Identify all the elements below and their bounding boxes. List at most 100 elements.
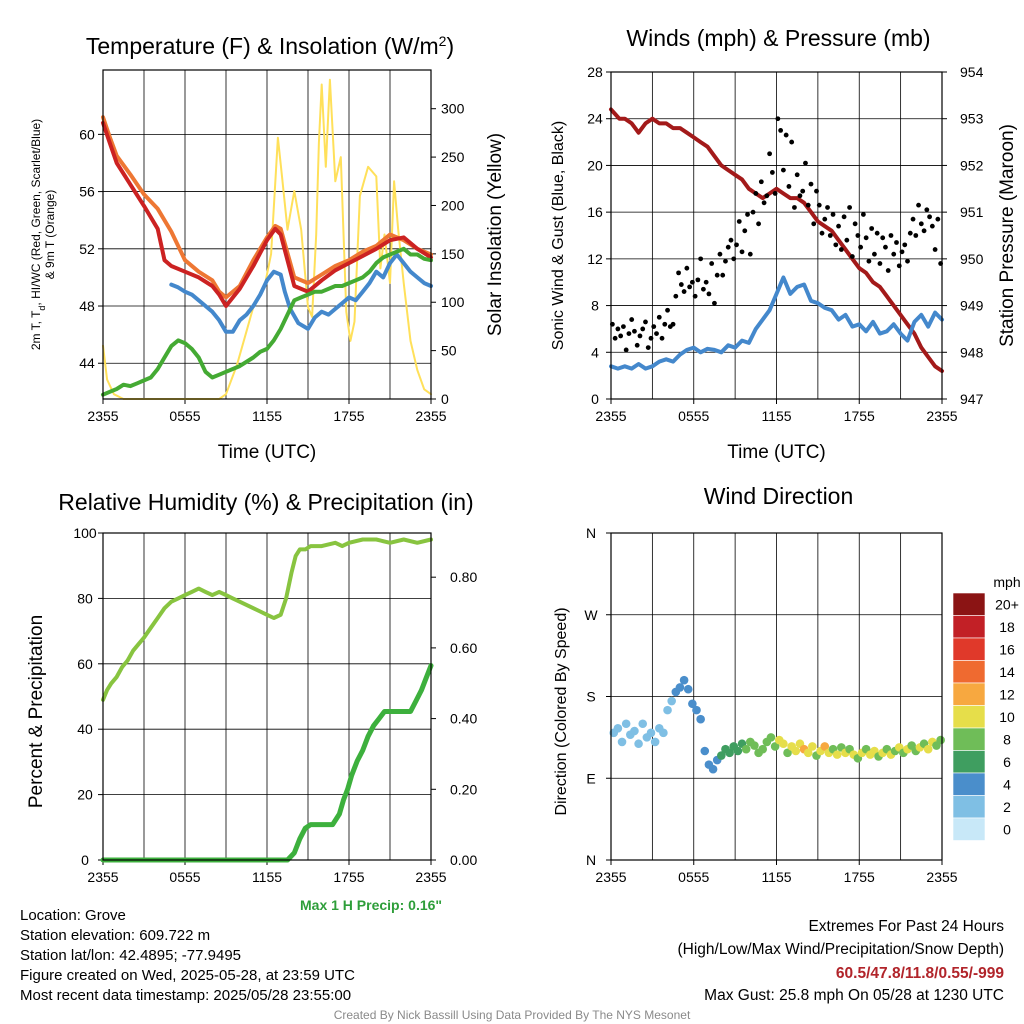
colorbar-swatch	[952, 592, 986, 616]
direction-point	[832, 750, 842, 759]
y-tick-label: S	[586, 689, 595, 705]
y-tick-label: 8	[591, 298, 599, 314]
gust-point	[852, 221, 858, 227]
x-tick-label: 2355	[87, 869, 118, 885]
direction-point	[770, 742, 780, 751]
gust-point	[676, 270, 681, 276]
gust-point	[814, 188, 819, 194]
gust-point	[916, 202, 921, 208]
gust-point	[910, 216, 916, 222]
chart-title: Relative Humidity (%) & Precipitation (i…	[58, 489, 473, 515]
info-latlon: Station lat/lon: 42.4895; -77.9495	[20, 947, 242, 964]
x-tick-label: 2355	[87, 408, 118, 424]
gust-point	[816, 202, 822, 208]
y-tick-label: 28	[587, 64, 603, 80]
gust-point	[618, 333, 624, 339]
gust-point	[880, 235, 886, 241]
gust-point	[632, 328, 637, 334]
colorbar-label: 6	[1003, 754, 1011, 770]
y-tick-label: 16	[587, 204, 603, 220]
series-green_dew	[101, 246, 433, 397]
x-tick-label: 0555	[678, 408, 709, 424]
gust-point	[877, 261, 883, 266]
y2-tick-label: 250	[441, 149, 465, 165]
colorbar-swatch	[952, 817, 986, 841]
gust-point	[629, 317, 635, 322]
y2-tick-label: 0.40	[450, 711, 477, 727]
y-tick-label: W	[584, 607, 598, 623]
gust-point	[764, 193, 770, 199]
gust-point	[689, 279, 695, 285]
direction-points	[609, 675, 945, 774]
gust-point	[783, 132, 789, 138]
y2-tick-label: 0.80	[450, 569, 477, 585]
y2-tick-label: 100	[441, 294, 465, 310]
info-location: Location: Grove	[20, 907, 126, 924]
y2-tick-label: 951	[960, 204, 984, 220]
x-tick-label: 0555	[678, 869, 709, 885]
gust-point	[698, 256, 704, 262]
gust-point	[872, 251, 877, 257]
direction-point	[659, 728, 668, 738]
credit-line: Created By Nick Bassill Using Data Provi…	[333, 1008, 691, 1022]
y2-tick-label: 150	[441, 246, 465, 262]
plot-border	[610, 532, 943, 861]
title-superscript: 2	[439, 33, 447, 49]
gust-point	[780, 167, 786, 173]
direction-point	[630, 726, 639, 736]
y-label-part: , HI/WC (Red, Green, Scarlet/Blue)	[29, 119, 43, 306]
gust-point	[819, 230, 825, 236]
direction-point	[725, 748, 734, 758]
gust-point	[640, 326, 646, 332]
gust-point	[825, 205, 830, 210]
direction-point	[634, 739, 643, 749]
y-tick-label: 0	[591, 391, 599, 407]
colorbar-swatch	[952, 615, 986, 639]
gust-point	[805, 202, 811, 208]
y-tick-label: 0	[81, 852, 89, 868]
gust-point	[792, 205, 797, 210]
gust-point	[885, 268, 891, 273]
colorbar-swatch	[952, 705, 986, 729]
gust-point	[921, 228, 927, 234]
title-main: Temperature (F) & Insolation (W/m	[86, 33, 439, 59]
gust-point	[684, 265, 690, 271]
gust-point	[665, 307, 670, 313]
info-elevation: Station elevation: 609.722 m	[20, 927, 211, 944]
gust-point	[678, 282, 684, 287]
gust-point	[673, 293, 679, 299]
gust-point	[778, 127, 784, 133]
gust-point	[769, 170, 775, 175]
humidity-panel: 2355 0555 1155 1755 23550204060801000.000.20…	[26, 489, 477, 885]
gust-point	[670, 321, 676, 327]
gust-point	[648, 335, 654, 341]
y2-tick-label: 948	[960, 344, 984, 360]
y-tick-label: E	[586, 770, 595, 786]
direction-point	[688, 699, 697, 709]
y-tick-label: 20	[77, 787, 93, 803]
direction-point	[717, 751, 726, 760]
x-tick-label: 1755	[844, 869, 875, 885]
colorbar-label: 20+	[995, 596, 1019, 612]
gust-point	[734, 242, 739, 248]
gust-point	[706, 291, 712, 297]
gust-point	[841, 214, 847, 220]
gust-point	[883, 244, 888, 250]
gust-point	[637, 333, 643, 339]
gust-point	[808, 181, 814, 187]
x-tick-label: 2355	[595, 408, 626, 424]
gust-point	[623, 347, 629, 353]
gust-point	[866, 258, 872, 264]
direction-point	[791, 746, 801, 756]
gust-point	[888, 233, 894, 238]
y2-tick-label: 947	[960, 391, 984, 407]
gust-point	[723, 258, 728, 264]
gust-point	[907, 230, 913, 236]
extremes-legend: (High/Low/Max Wind/Precipitation/Snow De…	[677, 941, 1005, 958]
gust-point	[918, 221, 924, 227]
gust-point	[695, 277, 701, 283]
gust-point	[739, 249, 745, 255]
gust-point	[827, 233, 833, 238]
series-orange_9m	[101, 115, 433, 300]
